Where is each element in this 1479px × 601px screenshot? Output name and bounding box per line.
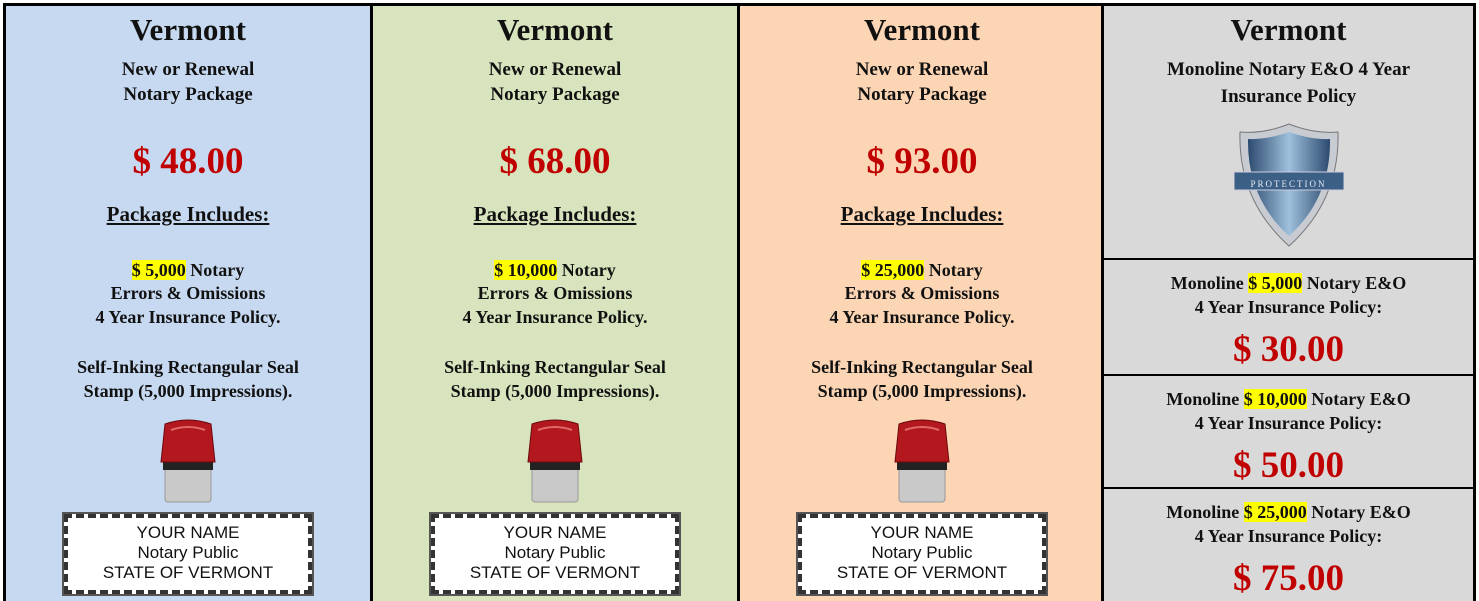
option-line: 4 Year Insurance Policy:	[1104, 526, 1473, 547]
separator	[1104, 258, 1473, 260]
shield-label: PROTECTION	[1104, 179, 1473, 189]
seal-text: Stamp (5,000 Impressions).	[740, 381, 1104, 402]
coverage-line: Errors & Omissions	[373, 283, 737, 304]
state-title: Vermont	[373, 12, 737, 48]
option-line: Monoline $ 10,000 Notary E&O	[1104, 389, 1473, 410]
subtitle: Insurance Policy	[1104, 86, 1473, 108]
stamp-line: YOUR NAME	[68, 523, 308, 543]
stamp-line: Notary Public	[68, 543, 308, 563]
coverage-line: 4 Year Insurance Policy.	[373, 307, 737, 328]
subtitle: Monoline Notary E&O 4 Year	[1104, 59, 1473, 81]
coverage-line: $ 10,000 Notary	[373, 260, 737, 281]
includes-label: Package Includes:	[6, 202, 370, 227]
price: $ 48.00	[6, 140, 370, 183]
coverage-line: Errors & Omissions	[740, 283, 1104, 304]
state-title: Vermont	[740, 12, 1104, 48]
package-column: Vermont New or Renewal Notary Package $ 93.…	[737, 3, 1107, 601]
seal-text: Stamp (5,000 Impressions).	[6, 381, 370, 402]
subtitle: New or Renewal	[6, 59, 370, 81]
coverage-amount: $ 25,000	[861, 260, 924, 280]
option-prefix: Monoline	[1171, 273, 1244, 293]
price: $ 68.00	[373, 140, 737, 183]
coverage-line: 4 Year Insurance Policy.	[6, 307, 370, 328]
option-prefix: Monoline	[1166, 502, 1239, 522]
option-line: 4 Year Insurance Policy:	[1104, 297, 1473, 318]
separator	[1104, 487, 1473, 489]
state-title: Vermont	[1104, 12, 1473, 48]
coverage-text: Notary	[190, 260, 244, 280]
subtitle: New or Renewal	[373, 59, 737, 81]
stamp-line: STATE OF VERMONT	[68, 563, 308, 583]
seal-text: Stamp (5,000 Impressions).	[373, 381, 737, 402]
coverage-text: Notary	[929, 260, 983, 280]
option-line: 4 Year Insurance Policy:	[1104, 413, 1473, 434]
separator	[1104, 374, 1473, 376]
option-line: Monoline $ 25,000 Notary E&O	[1104, 502, 1473, 523]
coverage-line: Errors & Omissions	[6, 283, 370, 304]
includes-label: Package Includes:	[740, 202, 1104, 227]
option-amount: $ 10,000	[1244, 389, 1307, 409]
stamp-line: Notary Public	[435, 543, 675, 563]
option-amount: $ 25,000	[1244, 502, 1307, 522]
stamp-line: STATE OF VERMONT	[435, 563, 675, 583]
coverage-line: $ 5,000 Notary	[6, 260, 370, 281]
policy-column: Vermont Monoline Notary E&O 4 Year Insuran…	[1101, 3, 1476, 601]
price: $ 93.00	[740, 140, 1104, 183]
option-line: Monoline $ 5,000 Notary E&O	[1104, 273, 1473, 294]
option-amount: $ 5,000	[1248, 273, 1302, 293]
stamp-image	[153, 418, 223, 504]
coverage-text: Notary	[562, 260, 616, 280]
seal-text: Self-Inking Rectangular Seal	[373, 357, 737, 378]
stamp-image	[887, 418, 957, 504]
package-column: Vermont New or Renewal Notary Package $ 48.…	[3, 3, 373, 601]
coverage-line: 4 Year Insurance Policy.	[740, 307, 1104, 328]
page: VermontNew or RenewalNotary Package$ 48.…	[0, 0, 1479, 601]
option-suffix: Notary E&O	[1311, 502, 1410, 522]
seal-text: Self-Inking Rectangular Seal	[740, 357, 1104, 378]
stamp-line: YOUR NAME	[802, 523, 1042, 543]
coverage-amount: $ 10,000	[494, 260, 557, 280]
coverage-line: $ 25,000 Notary	[740, 260, 1104, 281]
includes-label: Package Includes:	[373, 202, 737, 227]
option-suffix: Notary E&O	[1307, 273, 1406, 293]
stamp-line: STATE OF VERMONT	[802, 563, 1042, 583]
stamp-line: Notary Public	[802, 543, 1042, 563]
seal-text: Self-Inking Rectangular Seal	[6, 357, 370, 378]
subtitle: Notary Package	[6, 84, 370, 106]
state-title: Vermont	[6, 12, 370, 48]
option-price: $ 75.00	[1104, 557, 1473, 600]
option-price: $ 30.00	[1104, 328, 1473, 371]
stamp-line: YOUR NAME	[435, 523, 675, 543]
option-prefix: Monoline	[1166, 389, 1239, 409]
option-price: $ 50.00	[1104, 444, 1473, 487]
option-suffix: Notary E&O	[1311, 389, 1410, 409]
coverage-amount: $ 5,000	[132, 260, 186, 280]
subtitle: Notary Package	[740, 84, 1104, 106]
stamp-image	[520, 418, 590, 504]
subtitle: New or Renewal	[740, 59, 1104, 81]
subtitle: Notary Package	[373, 84, 737, 106]
package-column: Vermont New or Renewal Notary Package $ 68.…	[370, 3, 740, 601]
